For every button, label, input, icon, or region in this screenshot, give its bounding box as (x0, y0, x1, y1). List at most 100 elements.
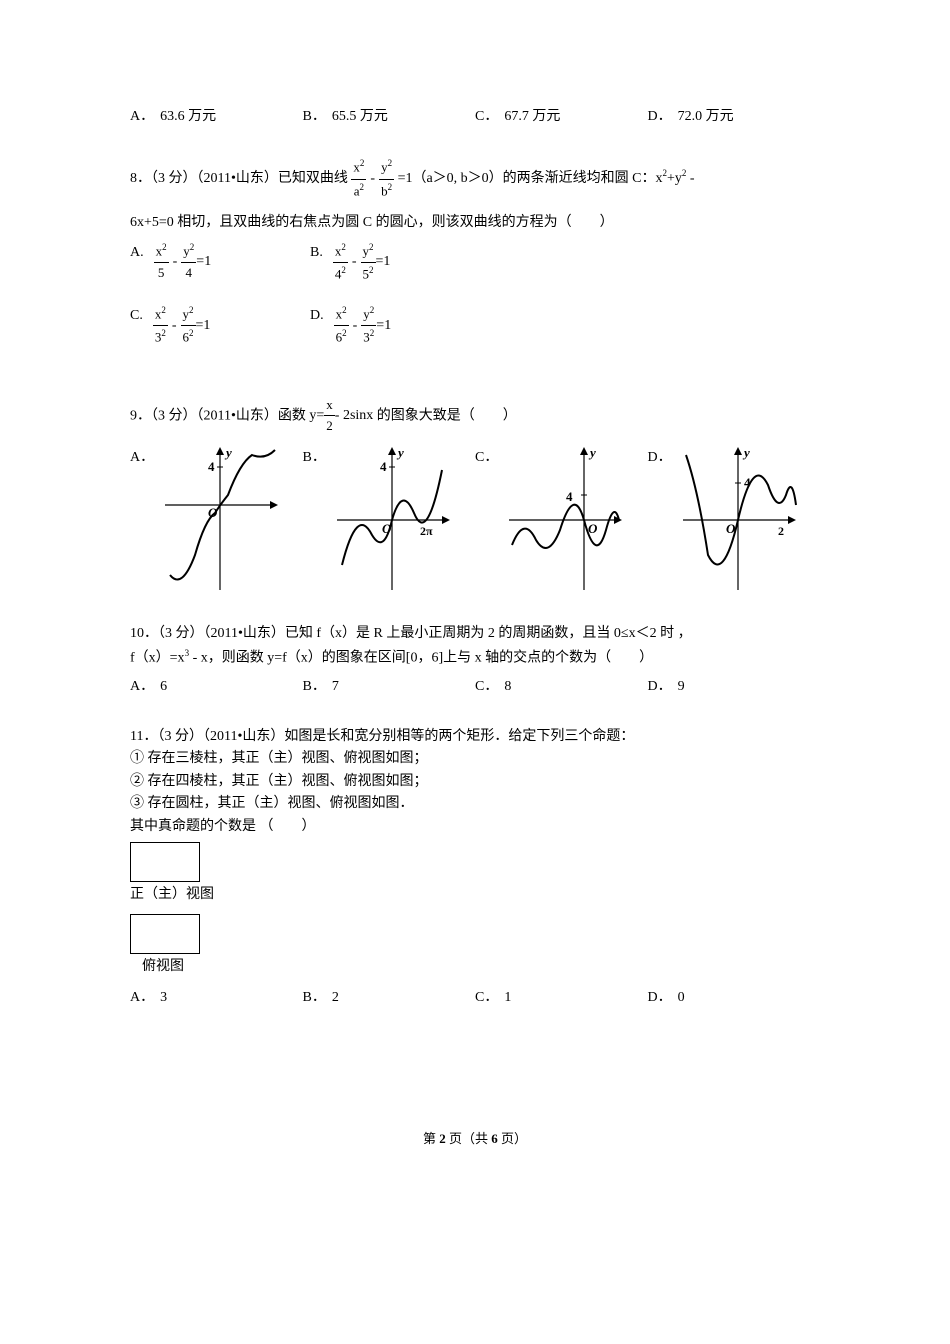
option-label: A. (130, 242, 144, 264)
option-label: C. (130, 305, 143, 327)
equation: x25 - y24 =1 (154, 240, 212, 284)
top-view-box (130, 914, 200, 954)
hyperbola-eq: x2a2 - y2b2 (351, 156, 394, 201)
option-text: 67.7 万元 (504, 106, 560, 128)
q9-stem: 9．（3 分）（2011•山东）函数 y= x2 - 2sinx 的图象大致是（… (130, 395, 820, 438)
text: f（x）=x (130, 650, 185, 665)
q9-option-d: D． y 4 O 2 (648, 445, 821, 595)
q9-graph-options: A． y 4 O B． y 4 (130, 445, 820, 595)
footer-pre: 第 (423, 1131, 439, 1146)
option-label: A． (130, 987, 154, 1009)
graph-d-svg: y 4 O 2 (678, 445, 798, 595)
equation: x242 - y252 =1 (333, 240, 391, 285)
q8-stem-line2: 6x+5=0 相切，且双曲线的右焦点为圆 C 的圆心，则该双曲线的方程为（ ） (130, 212, 820, 234)
option-label: A． (130, 447, 154, 469)
option-label: D． (648, 447, 672, 469)
q8-options: A. x25 - y24 =1 B. x242 - y252 =1 C. x23… (130, 240, 490, 367)
option-label: B． (303, 447, 326, 469)
q10-option-c: C． 8 (475, 676, 648, 698)
svg-text:y: y (588, 445, 596, 460)
graph-c-svg: y 4 O (504, 445, 624, 595)
q7-option-c: C． 67.7 万元 (475, 106, 648, 128)
svg-text:O: O (588, 521, 598, 536)
q11-option-a: A． 3 (130, 987, 303, 1009)
option-text: 65.5 万元 (332, 106, 388, 128)
option-label: A． (130, 106, 154, 128)
q10-option-a: A． 6 (130, 676, 303, 698)
svg-text:y: y (742, 445, 750, 460)
q10-stem-line1: 10．（3 分）（2011•山东）已知 f（x）是 R 上最小正周期为 2 的周… (130, 623, 820, 645)
option-label: D． (648, 987, 672, 1009)
q10-option-b: B． 7 (303, 676, 476, 698)
option-text: 3 (160, 987, 167, 1009)
page-footer: 第 2 页（共 6 页） (130, 1129, 820, 1150)
option-label: B. (310, 242, 323, 264)
function-eq: y= x2 - 2sinx (309, 395, 373, 438)
q8-option-c: C. x232 - y262 =1 (130, 303, 310, 348)
option-text: 8 (504, 676, 511, 698)
text: 8．（3 分）（2011•山东）已知双曲线 (130, 171, 348, 186)
equation: x232 - y262 =1 (153, 303, 211, 348)
front-view-box (130, 842, 200, 882)
option-text: 63.6 万元 (160, 106, 216, 128)
q7-option-a: A． 63.6 万元 (130, 106, 303, 128)
q9-option-b: B． y 4 O 2π (303, 445, 476, 595)
q7-option-d: D． 72.0 万元 (648, 106, 821, 128)
option-text: 2 (332, 987, 339, 1009)
option-label: B． (303, 106, 326, 128)
option-label: C． (475, 106, 498, 128)
text: +y (667, 171, 682, 186)
text: 9．（3 分）（2011•山东）函数 (130, 408, 306, 423)
q8-stem-line1: 8．（3 分）（2011•山东）已知双曲线 x2a2 - y2b2 =1（a＞0… (130, 156, 820, 201)
option-label: C． (475, 987, 498, 1009)
q8-option-a: A. x25 - y24 =1 (130, 240, 310, 285)
text: - (686, 171, 694, 186)
equation: x262 - y232 =1 (334, 303, 392, 348)
footer-post: 页） (498, 1131, 527, 1146)
graph-b-svg: y 4 O 2π (332, 445, 452, 595)
option-label: A． (130, 676, 154, 698)
q7-options-row: A． 63.6 万元 B． 65.5 万元 C． 67.7 万元 D． 72.0… (130, 106, 820, 128)
svg-text:y: y (396, 445, 404, 460)
text: =1（a＞0, b＞0）的两条渐近线均和圆 C：x (398, 171, 663, 186)
option-label: C． (475, 447, 498, 469)
q10-option-d: D． 9 (648, 676, 821, 698)
q11-item2: ② 存在四棱柱，其正（主）视图、俯视图如图； (130, 771, 820, 793)
option-label: D. (310, 305, 324, 327)
option-text: 0 (678, 987, 685, 1009)
option-text: 7 (332, 676, 339, 698)
q11-stem-line1: 11．（3 分）（2011•山东）如图是长和宽分别相等的两个矩形．给定下列三个命… (130, 726, 820, 748)
q11: 11．（3 分）（2011•山东）如图是长和宽分别相等的两个矩形．给定下列三个命… (130, 726, 820, 1009)
option-label: C． (475, 676, 498, 698)
option-text: 9 (678, 676, 685, 698)
svg-text:4: 4 (380, 459, 387, 474)
q11-stem-end: 其中真命题的个数是 （ ） (130, 816, 820, 838)
option-label: B． (303, 987, 326, 1009)
text: - x，则函数 y=f（x）的图象在区间[0，6]上与 x 轴的交点的个数为（ … (189, 650, 653, 665)
graph-a-svg: y 4 O (160, 445, 280, 595)
svg-text:2π: 2π (420, 524, 433, 538)
q9-option-c: C． y 4 O (475, 445, 648, 595)
q11-item1: ① 存在三棱柱，其正（主）视图、俯视图如图； (130, 748, 820, 770)
svg-text:y: y (224, 445, 232, 460)
q7-option-b: B． 65.5 万元 (303, 106, 476, 128)
svg-text:4: 4 (208, 459, 215, 474)
svg-text:4: 4 (566, 489, 573, 504)
option-label: B． (303, 676, 326, 698)
q8: 8．（3 分）（2011•山东）已知双曲线 x2a2 - y2b2 =1（a＞0… (130, 156, 820, 366)
q8-option-b: B. x242 - y252 =1 (310, 240, 490, 285)
q11-option-b: B． 2 (303, 987, 476, 1009)
q10: 10．（3 分）（2011•山东）已知 f（x）是 R 上最小正周期为 2 的周… (130, 623, 820, 698)
q9-option-a: A． y 4 O (130, 445, 303, 595)
svg-text:2: 2 (778, 524, 784, 538)
top-view-label: 俯视图 (130, 956, 820, 978)
q8-option-d: D. x262 - y232 =1 (310, 303, 490, 348)
q10-stem-line2: f（x）=x3 - x，则函数 y=f（x）的图象在区间[0，6]上与 x 轴的… (130, 646, 820, 670)
front-view-label: 正（主）视图 (130, 884, 820, 906)
q11-item3: ③ 存在圆柱，其正（主）视图、俯视图如图． (130, 793, 820, 815)
q11-option-c: C． 1 (475, 987, 648, 1009)
option-text: 1 (504, 987, 511, 1009)
footer-mid: 页（共 (446, 1131, 492, 1146)
option-text: 72.0 万元 (678, 106, 734, 128)
option-label: D． (648, 676, 672, 698)
